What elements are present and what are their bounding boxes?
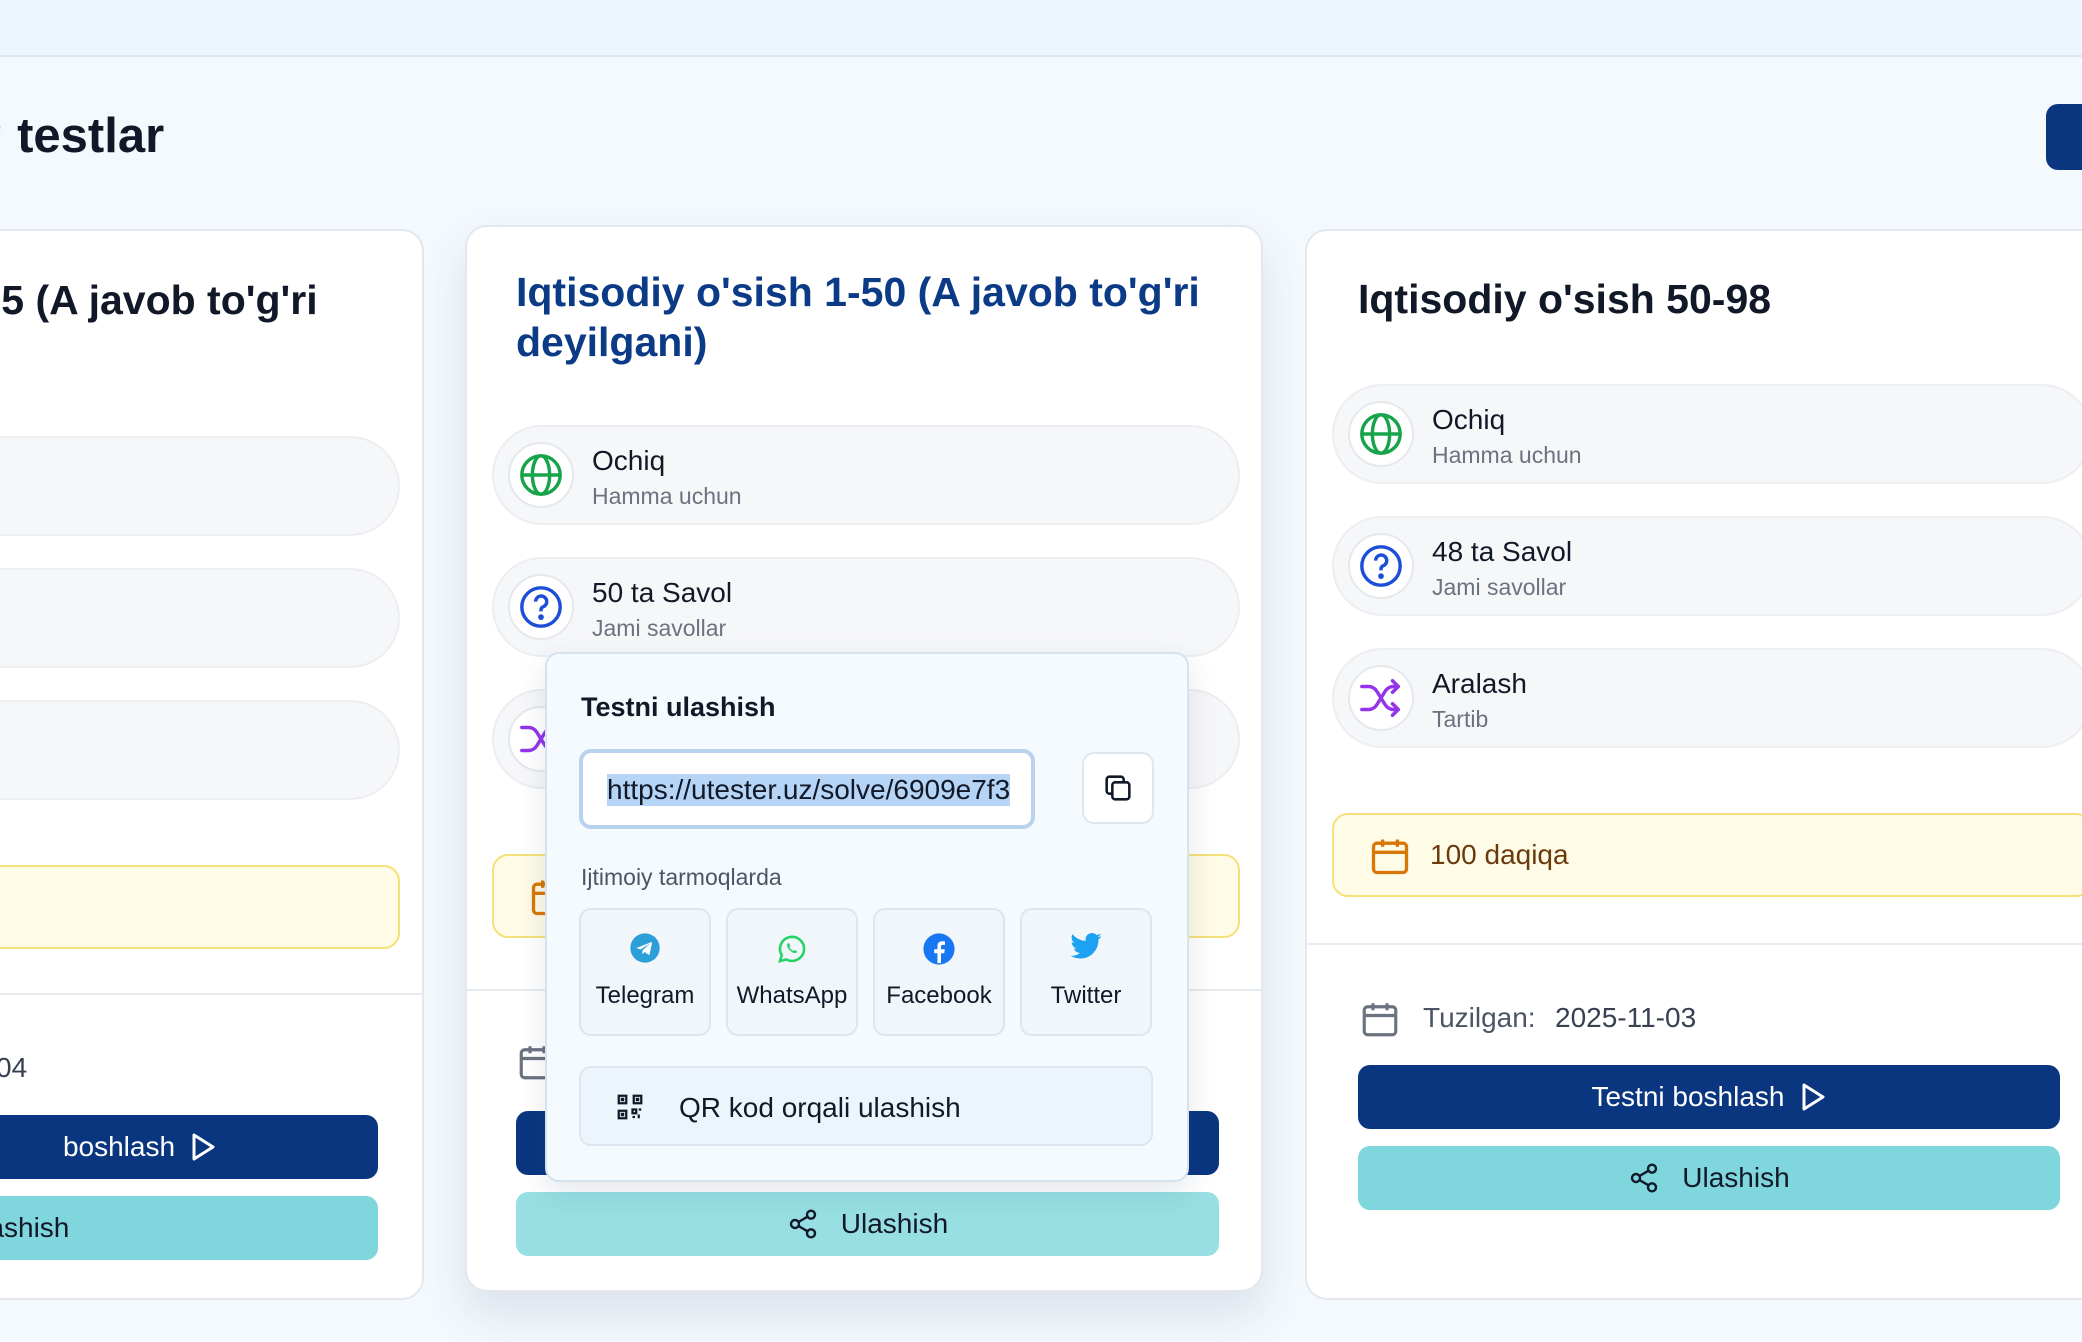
- test-card-right: Iqtisodiy o'sish 50-98 Ochiq Hamma uchun…: [1305, 229, 2082, 1300]
- share-twitter-button[interactable]: Twitter: [1020, 908, 1152, 1036]
- start-label: boshlash: [62, 1131, 176, 1162]
- info-pill-questions: 50 ta Savol Jami savollar: [492, 557, 1240, 657]
- twitter-icon: [1022, 932, 1150, 962]
- share-icon: [1631, 1163, 1658, 1193]
- globe-icon: [1348, 401, 1414, 467]
- questions-label: 50 ta Savol: [592, 577, 733, 608]
- globe-icon: [508, 442, 574, 508]
- question-icon: [508, 574, 574, 640]
- questions-label: 48 ta Savol: [1432, 536, 1573, 567]
- duration-badge: 100 daqiqa: [1332, 813, 2082, 897]
- card-title: Iqtisodiy o'sish 1-50 (A javob to'g'ri d…: [516, 269, 1200, 365]
- share-button[interactable]: Ulashish: [516, 1192, 1219, 1256]
- questions-sub: Jami savollar: [1432, 574, 1567, 600]
- share-facebook-button[interactable]: Facebook: [873, 908, 1005, 1036]
- share-button[interactable]: Ulashish: [0, 1196, 378, 1260]
- telegram-icon: [581, 932, 709, 964]
- shuffle-icon: [1348, 665, 1414, 731]
- share-telegram-button[interactable]: Telegram: [579, 908, 711, 1036]
- calendar-icon: [1359, 996, 1401, 1049]
- order-sub: Tartib: [1432, 706, 1489, 732]
- facebook-label: Facebook: [886, 982, 992, 1009]
- page-title: hiq testlar: [0, 109, 165, 163]
- qr-share-label: QR kod orqali ulashish: [679, 1092, 961, 1123]
- duration-badge: [0, 865, 400, 949]
- whatsapp-icon: [728, 932, 856, 966]
- test-card-left: 0-65 (A javob to'g'ri 04 boshlash Ulashi…: [0, 229, 424, 1300]
- qr-share-button[interactable]: QR kod orqali ulashish: [579, 1066, 1153, 1146]
- play-icon: [1802, 1083, 1824, 1111]
- social-networks-label: Ijtimoiy tarmoqlarda: [581, 864, 782, 890]
- info-pill-access: [0, 436, 400, 536]
- access-sub: Hamma uchun: [1432, 442, 1582, 468]
- order-label: Aralash: [1432, 668, 1527, 699]
- info-pill-access: Ochiq Hamma uchun: [492, 425, 1240, 525]
- play-icon: [192, 1133, 215, 1161]
- telegram-label: Telegram: [595, 982, 695, 1009]
- copy-link-button[interactable]: [1082, 752, 1154, 824]
- info-pill-questions: 48 ta Savol Jami savollar: [1332, 516, 2082, 616]
- card-title: Iqtisodiy o'sish 50-98: [1358, 276, 1772, 322]
- start-test-button[interactable]: Testni boshlash: [1358, 1065, 2060, 1129]
- facebook-icon: [875, 932, 1003, 966]
- access-sub: Hamma uchun: [592, 483, 742, 509]
- start-test-button[interactable]: boshlash: [0, 1115, 378, 1179]
- share-label: Ulashish: [0, 1212, 70, 1243]
- created-date-value: 2025-11-03: [1555, 1002, 1697, 1033]
- info-pill-order: Aralash Tartib: [1332, 648, 2082, 748]
- top-bar: [0, 0, 2082, 57]
- info-pill-order: [0, 700, 400, 800]
- share-whatsapp-button[interactable]: WhatsApp: [726, 908, 858, 1036]
- qr-code-icon: [615, 1092, 645, 1127]
- card-title: 0-65 (A javob to'g'ri: [0, 277, 318, 323]
- share-label: Ulashish: [840, 1208, 949, 1239]
- share-popup-title: Testni ulashish: [581, 692, 776, 722]
- created-date: 04: [0, 1052, 28, 1083]
- question-icon: [1348, 533, 1414, 599]
- created-label: Tuzilgan:: [1423, 1002, 1536, 1033]
- questions-sub: Jami savollar: [592, 615, 727, 641]
- share-url-field[interactable]: https://utester.uz/solve/6909e7f3: [579, 749, 1035, 829]
- card-divider: [0, 993, 422, 995]
- info-pill-questions: [0, 568, 400, 668]
- access-label: Ochiq: [592, 445, 666, 476]
- whatsapp-label: WhatsApp: [736, 982, 848, 1009]
- duration-text: 100 daqiqa: [1430, 839, 1569, 870]
- share-button[interactable]: Ulashish: [1358, 1146, 2060, 1210]
- copy-icon: [1105, 775, 1131, 801]
- card-divider: [1307, 943, 2082, 945]
- share-url-text: https://utester.uz/solve/6909e7f3: [607, 774, 1011, 806]
- share-label: Ulashish: [1682, 1162, 1790, 1193]
- header-action-button[interactable]: [2046, 104, 2082, 170]
- twitter-label: Twitter: [1050, 982, 1122, 1009]
- start-label: Testni boshlash: [1591, 1081, 1785, 1112]
- info-pill-access: Ochiq Hamma uchun: [1332, 384, 2082, 484]
- share-popup: Testni ulashish https://utester.uz/solve…: [545, 652, 1189, 1182]
- share-icon: [789, 1209, 816, 1239]
- access-label: Ochiq: [1432, 404, 1506, 435]
- calendar-icon: [1368, 833, 1412, 884]
